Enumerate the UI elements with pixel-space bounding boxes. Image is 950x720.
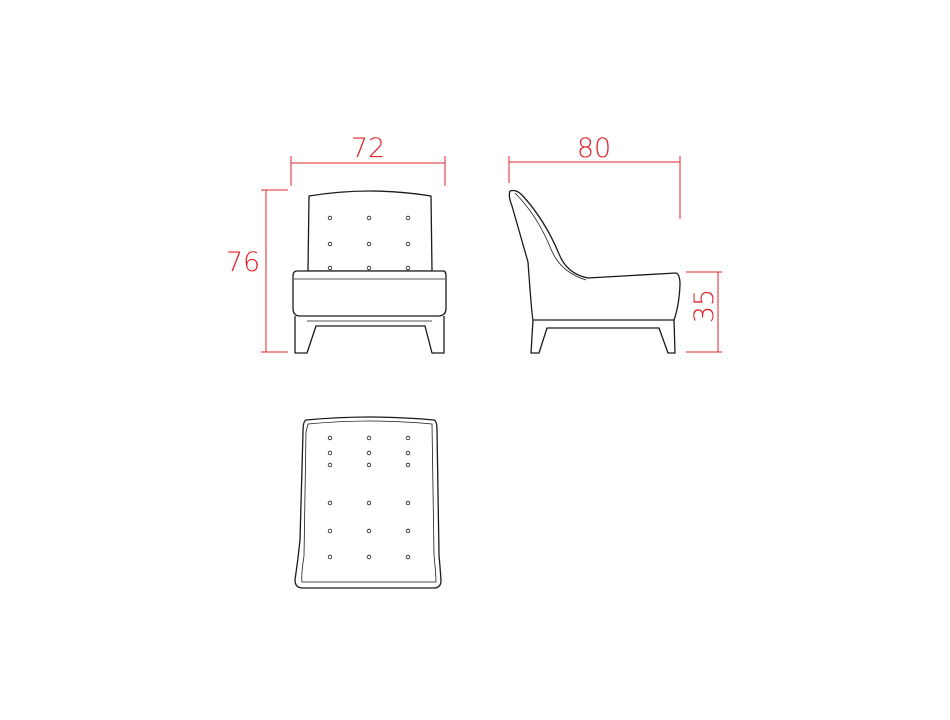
tuft-button bbox=[327, 554, 333, 560]
tuft-button bbox=[366, 450, 372, 456]
tuft-button bbox=[327, 435, 333, 441]
tuft-button bbox=[405, 450, 411, 456]
tuft-button bbox=[327, 462, 333, 468]
side-base bbox=[530, 319, 676, 354]
tuft-button bbox=[405, 215, 411, 221]
side-chair-body bbox=[508, 189, 681, 321]
dimension-lines: 72 76 80 35 bbox=[226, 133, 722, 353]
tuft-button bbox=[366, 241, 372, 247]
front-seat-cushion bbox=[292, 270, 447, 317]
tuft-button bbox=[366, 462, 372, 468]
tuft-button bbox=[327, 528, 333, 534]
tuft-button bbox=[405, 462, 411, 468]
dimension-label-side-depth: 80 bbox=[577, 133, 611, 164]
tuft-button bbox=[327, 241, 333, 247]
tuft-button bbox=[366, 528, 372, 534]
front-view bbox=[292, 190, 447, 354]
front-backrest-buttons bbox=[327, 215, 411, 271]
dimension-label-front-width: 72 bbox=[351, 133, 385, 164]
top-buttons bbox=[327, 435, 411, 560]
front-backrest bbox=[307, 190, 433, 272]
tuft-button bbox=[327, 450, 333, 456]
tuft-button bbox=[327, 500, 333, 506]
tuft-button bbox=[327, 265, 333, 271]
tuft-button bbox=[405, 265, 411, 271]
tuft-button bbox=[405, 554, 411, 560]
tuft-button bbox=[327, 215, 333, 221]
top-inner-outline bbox=[301, 420, 437, 583]
dimension-front-height: 76 bbox=[226, 189, 288, 353]
tuft-button bbox=[405, 435, 411, 441]
top-view bbox=[294, 416, 442, 589]
dimension-side-depth: 80 bbox=[508, 133, 681, 219]
tuft-button bbox=[405, 500, 411, 506]
side-view bbox=[508, 189, 681, 354]
tuft-button bbox=[366, 554, 372, 560]
tuft-button bbox=[405, 528, 411, 534]
dimension-label-seat-height: 35 bbox=[689, 289, 720, 323]
dimension-front-width: 72 bbox=[290, 133, 446, 186]
front-base bbox=[294, 316, 445, 354]
dimension-seat-height: 35 bbox=[686, 271, 722, 353]
tuft-button bbox=[366, 435, 372, 441]
tuft-button bbox=[405, 241, 411, 247]
dimension-label-front-height: 76 bbox=[226, 247, 260, 278]
side-back-edge bbox=[514, 192, 587, 281]
tuft-button bbox=[366, 500, 372, 506]
tuft-button bbox=[366, 265, 372, 271]
tuft-button bbox=[366, 215, 372, 221]
